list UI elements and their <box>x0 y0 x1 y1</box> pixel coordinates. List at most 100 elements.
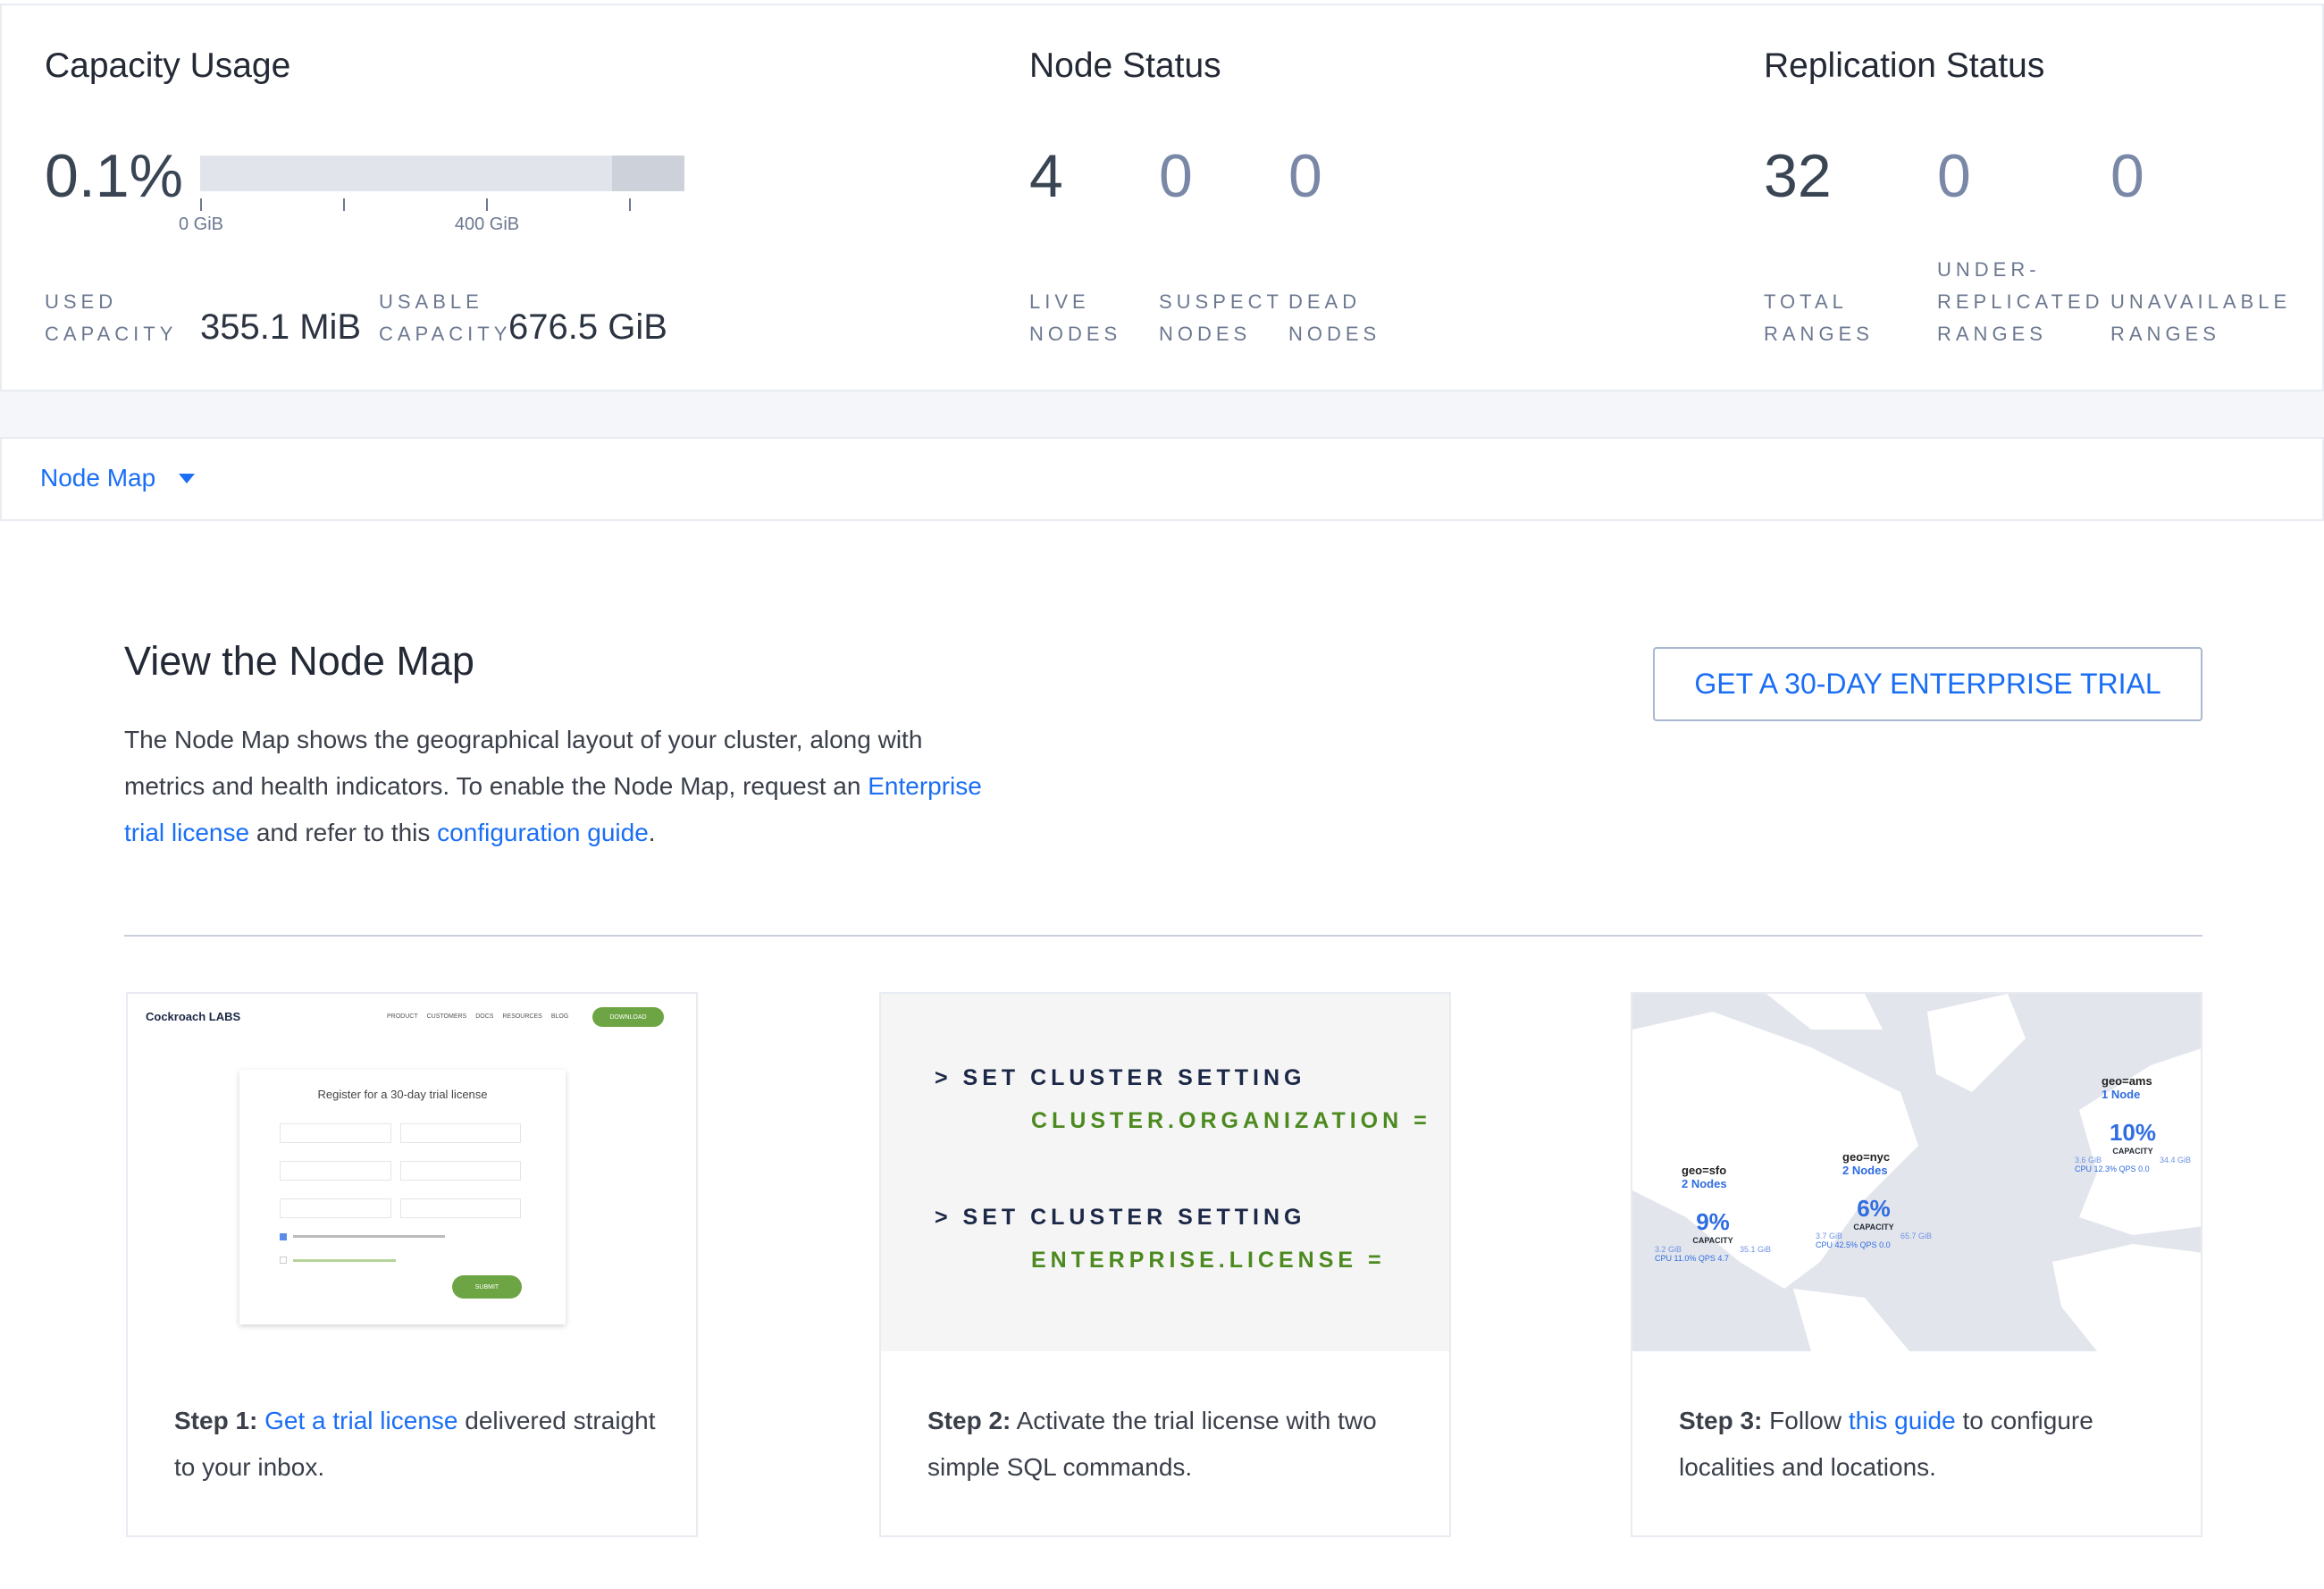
trial-signup-screenshot: Cockroach LABS PRODUCT CUSTOMERS DOCS RE… <box>128 994 696 1351</box>
capacity-percent: 9% <box>1696 1208 1730 1235</box>
cpu: 12.3% <box>2093 1164 2118 1173</box>
usable-capacity-value: 676.5 GiB <box>508 307 667 347</box>
locality-ams: geo=ams 1 Node 10% CAPACITY 3.6 GiB 34.4 … <box>2075 1074 2191 1173</box>
unavailable-label: UNAVAILABLE RANGES <box>2110 254 2291 350</box>
suspect-nodes-value: 0 <box>1159 142 1193 210</box>
text: The Node Map shows the geographical layo… <box>124 726 923 800</box>
qps: 0.0 <box>2138 1164 2150 1173</box>
label-line: UNDER- <box>1937 258 2041 281</box>
tick-label: 400 GiB <box>454 214 520 234</box>
promo-description: The Node Map shows the geographical layo… <box>124 717 982 856</box>
view-dropdown[interactable]: Node Map <box>40 464 196 492</box>
mock-nav-item: RESOURCES <box>502 1013 542 1020</box>
enterprise-trial-link[interactable]: Enterprise trial license <box>124 772 982 846</box>
node-map-preview: geo=sfo 2 Nodes 9% CAPACITY 3.2 GiB 35.1 … <box>1632 994 2201 1351</box>
enterprise-trial-button[interactable]: GET A 30-DAY ENTERPRISE TRIAL <box>1653 647 2202 721</box>
usable-capacity-label: USABLE CAPACITY <box>379 286 511 350</box>
step-label: Step 3: <box>1679 1407 1763 1434</box>
mock-submit-button: SUBMIT <box>452 1275 522 1299</box>
label-line: USED <box>45 290 118 313</box>
configuration-guide-link[interactable]: configuration guide <box>437 819 649 846</box>
sql-argument: ENTERPRISE.LICENSE = <box>1031 1248 1386 1273</box>
step-2-card: > SET CLUSTER SETTING CLUSTER.ORGANIZATI… <box>879 992 1451 1537</box>
mock-form-title: Register for a 30-day trial license <box>317 1088 488 1101</box>
unavailable-value: 0 <box>2110 142 2144 210</box>
step-3-text: Step 3: Follow this guide to configure l… <box>1679 1398 2165 1491</box>
total-ranges-label: TOTAL RANGES <box>1764 254 1874 350</box>
under-replicated-label: UNDER- REPLICATED RANGES <box>1937 254 2104 350</box>
label-line: CAPACITY <box>45 323 178 345</box>
sql-commands-image: > SET CLUSTER SETTING CLUSTER.ORGANIZATI… <box>881 994 1449 1351</box>
cockroach-labs-logo: Cockroach LABS <box>146 1010 241 1023</box>
capacity-bar-reserved <box>612 156 684 191</box>
tick <box>486 198 488 211</box>
text: and refer to this <box>249 819 438 846</box>
locality-sfo: geo=sfo 2 Nodes 9% CAPACITY 3.2 GiB 35.1 … <box>1655 1164 1771 1263</box>
label-line: NODES <box>1029 323 1122 345</box>
suspect-nodes-label: SUSPECT NODES <box>1159 286 1283 350</box>
dead-nodes-value: 0 <box>1288 142 1322 210</box>
replication-status-title: Replication Status <box>1764 46 2045 85</box>
qps: 0.0 <box>1879 1240 1891 1249</box>
get-trial-license-link[interactable]: Get a trial license <box>264 1407 458 1434</box>
text: delivered straight to your inbox. <box>174 1407 656 1481</box>
used: 3.6 GiB <box>2075 1156 2102 1164</box>
label-line: NODES <box>1288 323 1381 345</box>
text: . <box>648 819 656 846</box>
mock-form: Register for a 30-day trial license SUBM… <box>239 1070 566 1324</box>
locality-name: geo=sfo <box>1682 1164 1727 1177</box>
tick <box>200 198 202 211</box>
qps: 4.7 <box>1717 1254 1729 1263</box>
label-line: RANGES <box>1937 323 2047 345</box>
label-line <box>2110 254 2291 286</box>
step-2-text: Step 2: Activate the trial license with … <box>927 1398 1414 1491</box>
tick <box>629 198 631 211</box>
capacity-label: CAPACITY <box>1853 1223 1894 1232</box>
label-line: REPLICATED <box>1937 290 2104 313</box>
text: Activate the trial license with two simp… <box>927 1407 1377 1481</box>
text: to configure localities and locations. <box>1679 1407 2093 1481</box>
this-guide-link[interactable]: this guide <box>1848 1407 1956 1434</box>
step-label: Step 1: <box>174 1407 258 1434</box>
label-line <box>1764 254 1874 286</box>
cpu: 11.0% <box>1674 1254 1697 1263</box>
label-line: NODES <box>1159 323 1252 345</box>
text: Follow <box>1762 1407 1849 1434</box>
total: 34.4 GiB <box>2159 1156 2191 1164</box>
step-3-card: geo=sfo 2 Nodes 9% CAPACITY 3.2 GiB 35.1 … <box>1631 992 2202 1537</box>
dead-nodes-label: DEAD NODES <box>1288 286 1380 350</box>
label-line: RANGES <box>2110 323 2220 345</box>
view-dropdown-label: Node Map <box>40 464 156 492</box>
tick <box>343 198 345 211</box>
cpu: 42.5% <box>1834 1240 1858 1249</box>
label-line: SUSPECT <box>1159 290 1283 313</box>
label-line: UNAVAILABLE <box>2110 290 2292 313</box>
sql-argument: CLUSTER.ORGANIZATION = <box>1031 1108 1431 1133</box>
view-selector-bar: Node Map <box>0 437 2324 521</box>
label-line: USABLE <box>379 290 483 313</box>
locality-nodes: 2 Nodes <box>1682 1177 1727 1190</box>
capacity-title: Capacity Usage <box>45 46 291 85</box>
caret-down-icon <box>179 473 196 483</box>
capacity-label: CAPACITY <box>2112 1147 2153 1156</box>
used-capacity-value: 355.1 MiB <box>200 307 362 347</box>
used-capacity-label: USED CAPACITY <box>45 286 177 350</box>
total-ranges-value: 32 <box>1764 142 1832 210</box>
node-status-title: Node Status <box>1029 46 1221 85</box>
mock-nav-item: DOCS <box>475 1013 494 1020</box>
capacity-label: CAPACITY <box>1692 1236 1733 1245</box>
divider <box>124 935 2202 937</box>
sql-command: > SET CLUSTER SETTING <box>935 1205 1306 1230</box>
used: 3.7 GiB <box>1816 1232 1843 1240</box>
label-line: TOTAL <box>1764 290 1848 313</box>
live-nodes-value: 4 <box>1029 142 1063 210</box>
locality-nyc: geo=nyc 2 Nodes 6% CAPACITY 3.7 GiB 65.7 … <box>1816 1150 1932 1249</box>
capacity-bar <box>200 156 684 191</box>
label-line: DEAD <box>1288 290 1362 313</box>
step-1-text: Step 1: Get a trial license delivered st… <box>174 1398 660 1491</box>
tick-label: 0 GiB <box>178 214 224 234</box>
locality-nodes: 1 Node <box>2102 1088 2141 1101</box>
label-line: LIVE <box>1029 290 1090 313</box>
capacity-percent: 0.1% <box>45 142 183 210</box>
capacity-percent: 10% <box>2109 1119 2157 1146</box>
